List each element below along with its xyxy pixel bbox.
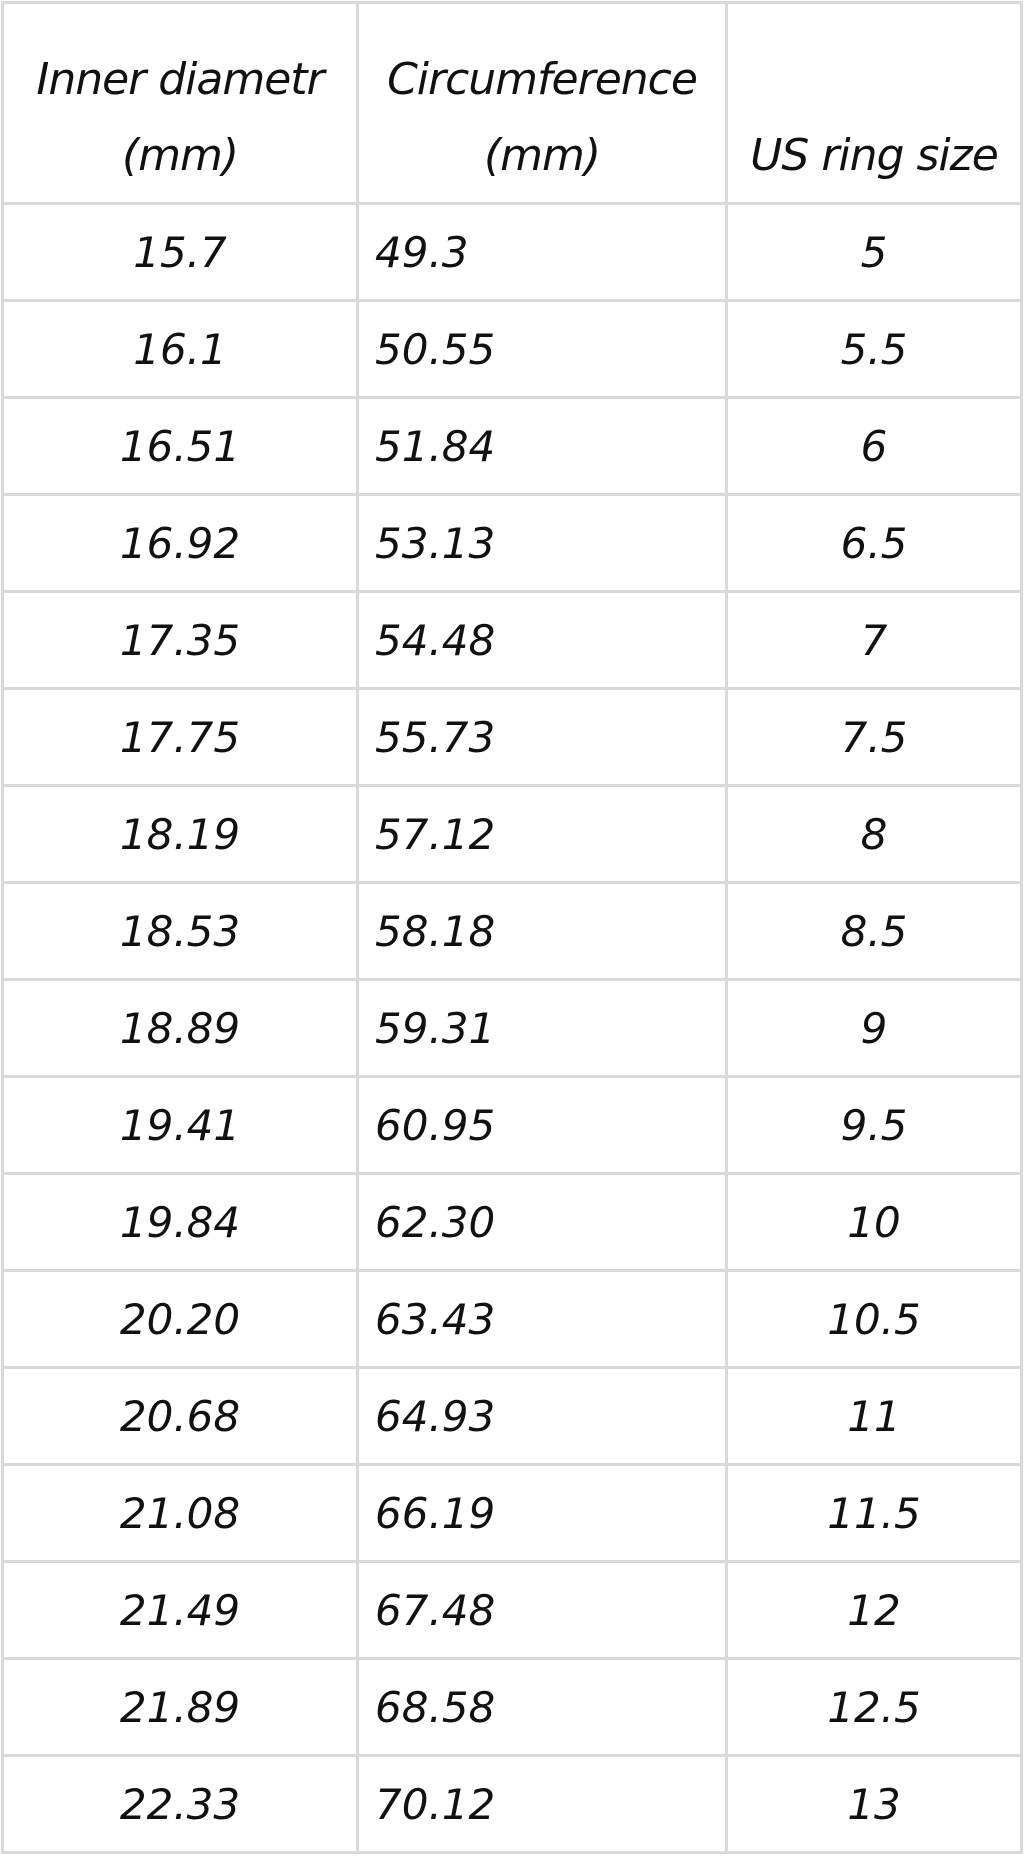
ring-size-cell: 12.5 [725,1657,1023,1757]
circumference-cell: 66.19 [356,1463,728,1563]
inner-diameter-cell: 18.53 [1,881,359,981]
circumference-cell: 59.31 [356,978,728,1078]
circumference-cell: 68.58 [356,1657,728,1757]
table-row: 16.1 50.55 5.5 [1,299,1023,399]
inner-diameter-cell: 19.84 [1,1172,359,1272]
ring-size-cell: 5 [725,202,1023,302]
ring-size-cell: 6.5 [725,493,1023,593]
inner-diameter-cell: 16.51 [1,396,359,496]
inner-diameter-cell: 21.89 [1,1657,359,1757]
circumference-cell: 70.12 [356,1754,728,1854]
header-line: Inner diametr [36,54,324,105]
inner-diameter-cell: 17.35 [1,590,359,690]
circumference-cell: 49.3 [356,202,728,302]
ring-size-cell: 9 [725,978,1023,1078]
circumference-cell: 64.93 [356,1366,728,1466]
inner-diameter-cell: 21.49 [1,1560,359,1660]
ring-size-cell: 9.5 [725,1075,1023,1175]
ring-size-cell: 12 [725,1560,1023,1660]
circumference-cell: 51.84 [356,396,728,496]
inner-diameter-cell: 18.19 [1,784,359,884]
header-line: Circumference [387,54,698,105]
ring-size-cell: 7 [725,590,1023,690]
table-row: 17.35 54.48 7 [1,590,1023,690]
inner-diameter-cell: 20.20 [1,1269,359,1369]
table-row: 19.84 62.30 10 [1,1172,1023,1272]
table-row: 15.7 49.3 5 [1,202,1023,302]
ring-size-cell: 10 [725,1172,1023,1272]
header-us-ring-size: US ring size [725,1,1023,205]
table-row: 18.19 57.12 8 [1,784,1023,884]
circumference-cell: 54.48 [356,590,728,690]
table-row: 16.92 53.13 6.5 [1,493,1023,593]
inner-diameter-cell: 19.41 [1,1075,359,1175]
header-line: US ring size [750,130,999,181]
circumference-cell: 58.18 [356,881,728,981]
circumference-cell: 62.30 [356,1172,728,1272]
inner-diameter-cell: 16.1 [1,299,359,399]
table-row: 20.20 63.43 10.5 [1,1269,1023,1369]
inner-diameter-cell: 15.7 [1,202,359,302]
inner-diameter-cell: 17.75 [1,687,359,787]
ring-size-cell: 5.5 [725,299,1023,399]
circumference-cell: 63.43 [356,1269,728,1369]
ring-size-cell: 8.5 [725,881,1023,981]
ring-size-cell: 11.5 [725,1463,1023,1563]
inner-diameter-cell: 18.89 [1,978,359,1078]
header-unit: (mm) [121,130,239,181]
table-row: 21.89 68.58 12.5 [1,1657,1023,1757]
table-row: 20.68 64.93 11 [1,1366,1023,1466]
header-row: Inner diametr (mm) Circumference (mm) US… [1,1,1023,205]
inner-diameter-cell: 20.68 [1,1366,359,1466]
header-unit: (mm) [483,130,601,181]
ring-size-cell: 6 [725,396,1023,496]
ring-size-cell: 13 [725,1754,1023,1854]
table-row: 21.08 66.19 11.5 [1,1463,1023,1563]
ring-size-cell: 10.5 [725,1269,1023,1369]
inner-diameter-cell: 16.92 [1,493,359,593]
ring-size-cell: 8 [725,784,1023,884]
table-row: 18.89 59.31 9 [1,978,1023,1078]
table-row: 18.53 58.18 8.5 [1,881,1023,981]
ring-size-cell: 11 [725,1366,1023,1466]
inner-diameter-cell: 22.33 [1,1754,359,1854]
table-row: 22.33 70.12 13 [1,1754,1023,1854]
circumference-cell: 57.12 [356,784,728,884]
table-row: 19.41 60.95 9.5 [1,1075,1023,1175]
circumference-cell: 67.48 [356,1560,728,1660]
inner-diameter-cell: 21.08 [1,1463,359,1563]
header-inner-diameter: Inner diametr (mm) [1,1,359,205]
table-row: 17.75 55.73 7.5 [1,687,1023,787]
circumference-cell: 53.13 [356,493,728,593]
circumference-cell: 60.95 [356,1075,728,1175]
circumference-cell: 55.73 [356,687,728,787]
circumference-cell: 50.55 [356,299,728,399]
table-row: 16.51 51.84 6 [1,396,1023,496]
header-circumference: Circumference (mm) [356,1,728,205]
ring-size-cell: 7.5 [725,687,1023,787]
table-row: 21.49 67.48 12 [1,1560,1023,1660]
